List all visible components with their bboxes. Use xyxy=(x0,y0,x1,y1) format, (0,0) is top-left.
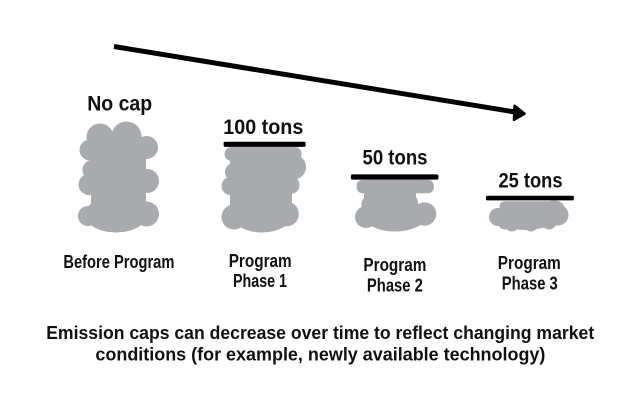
svg-text:Program: Program xyxy=(229,251,292,271)
svg-text:Before Program: Before Program xyxy=(63,252,174,272)
svg-text:conditions (for example, newly: conditions (for example, newly available… xyxy=(95,345,545,365)
svg-text:Program: Program xyxy=(498,253,561,273)
svg-text:No cap: No cap xyxy=(87,92,152,116)
svg-text:100 tons: 100 tons xyxy=(223,115,303,139)
svg-text:25 tons: 25 tons xyxy=(499,169,563,193)
svg-text:Phase 1: Phase 1 xyxy=(233,271,287,291)
svg-text:Program: Program xyxy=(363,255,426,275)
svg-text:Emission caps can decrease ove: Emission caps can decrease over time to … xyxy=(46,323,594,343)
svg-text:Phase 3: Phase 3 xyxy=(502,274,558,294)
svg-text:50 tons: 50 tons xyxy=(363,145,428,169)
svg-text:Phase 2: Phase 2 xyxy=(367,276,423,296)
